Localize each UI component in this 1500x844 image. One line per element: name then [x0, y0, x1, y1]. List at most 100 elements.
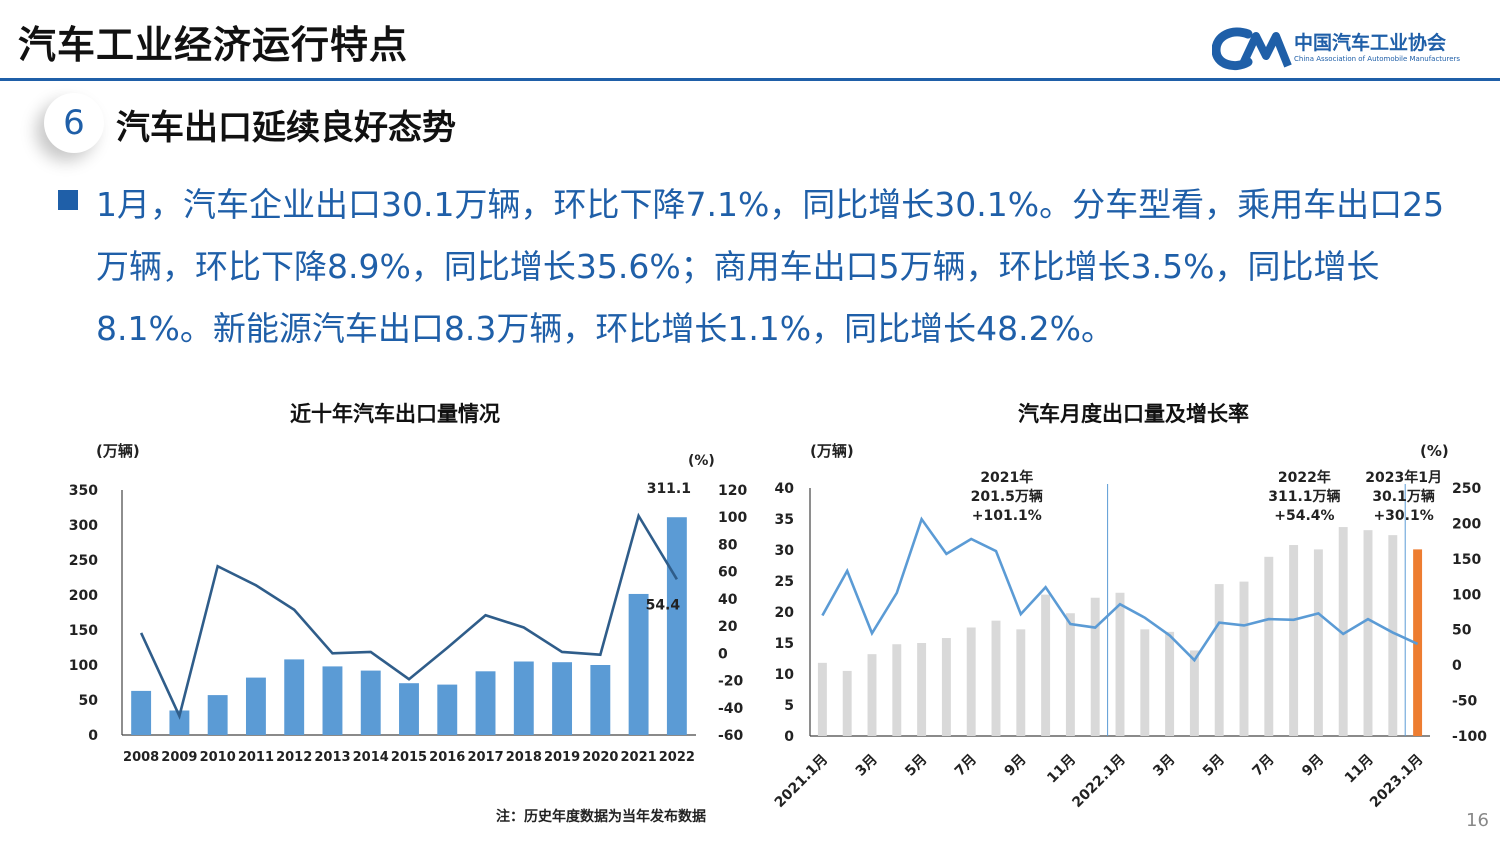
bar-annual-export: [322, 666, 343, 735]
y-tick-label-left: 50: [79, 693, 99, 709]
y-tick-label-right: 40: [718, 592, 738, 608]
y-tick-label-left: 0: [784, 729, 794, 745]
chart-title-annual: 近十年汽车出口量情况: [290, 402, 500, 426]
y-tick-label-left: 30: [775, 543, 795, 559]
bar-monthly-export: [1289, 545, 1299, 736]
y-tick-label-left: 40: [775, 481, 795, 497]
bar-annual-export: [245, 677, 266, 735]
bar-monthly-export: [917, 643, 927, 736]
bar-monthly-export: [1115, 592, 1125, 736]
bar-monthly-export: [1016, 629, 1026, 736]
x-tick-label: 3月: [853, 752, 881, 780]
y-tick-label-left: 35: [775, 512, 794, 528]
bar-annual-export: [207, 695, 228, 735]
y-tick-label-right: -20: [718, 674, 744, 690]
bar-annual-export: [131, 690, 152, 735]
y-tick-label-left: 200: [69, 588, 98, 604]
logo-chinese-name: 中国汽车工业协会: [1294, 32, 1447, 54]
x-tick-label: 2014: [353, 750, 389, 765]
y-tick-label-left: 350: [69, 483, 98, 499]
y-axis-unit-left: (万辆): [810, 442, 854, 460]
bar-annual-export: [666, 517, 687, 735]
x-tick-label: 9月: [1002, 752, 1030, 780]
bar-monthly-export: [966, 627, 976, 736]
y-tick-label-right: 150: [1452, 552, 1481, 568]
bar-monthly-export: [1363, 530, 1373, 736]
y-tick-label-right: 120: [718, 483, 747, 499]
y-tick-label-right: -100: [1452, 729, 1487, 745]
annotation-label: +54.4%: [1274, 508, 1334, 524]
bar-monthly-export: [1140, 629, 1150, 736]
bar-monthly-export: [941, 638, 951, 736]
y-tick-label-left: 100: [69, 658, 98, 674]
x-tick-label: 11月: [1044, 752, 1079, 787]
x-tick-label: 2021.1月: [772, 752, 831, 811]
bar-monthly-export: [817, 662, 827, 736]
bar-monthly-export: [991, 620, 1001, 736]
bar-monthly-export: [1090, 597, 1100, 736]
growth-rate-line: [821, 516, 1419, 663]
bar-annual-export: [169, 710, 190, 735]
y-tick-label-left: 15: [775, 636, 794, 652]
y-tick-label-right: -50: [1452, 694, 1478, 710]
bar-monthly-export: [867, 654, 877, 736]
y-tick-label-right: 20: [718, 619, 738, 635]
x-tick-label: 2018: [506, 750, 542, 765]
bar-monthly-export: [1041, 594, 1051, 736]
y-tick-label-right: -60: [718, 728, 744, 744]
annotation-label: +30.1%: [1373, 508, 1433, 524]
y-tick-label-right: 250: [1452, 481, 1481, 497]
y-tick-label-left: 20: [775, 605, 795, 621]
bar-monthly-export: [1388, 535, 1398, 736]
data-label-2022-growth: 54.4: [646, 597, 681, 613]
bar-monthly-export: [1338, 527, 1348, 736]
y-tick-label-right: 100: [1452, 587, 1481, 603]
y-tick-label-right: 80: [718, 537, 738, 553]
logo-english-name: China Association of Automobile Manufact…: [1294, 55, 1461, 63]
annotation-label: 311.1万辆: [1268, 488, 1340, 505]
x-tick-label: 5月: [1200, 752, 1228, 780]
y-tick-label-left: 250: [69, 553, 98, 569]
bar-monthly-export: [1264, 556, 1274, 736]
y-tick-label-left: 5: [784, 698, 794, 714]
y-tick-label-right: 100: [718, 510, 747, 526]
page-title: 汽车工业经济运行特点: [18, 23, 409, 67]
bar-monthly-export: [1313, 549, 1323, 736]
bar-monthly-export: [1165, 631, 1175, 736]
annotation-label: +101.1%: [972, 508, 1042, 524]
bar-annual-export: [552, 662, 573, 735]
x-tick-label: 2023.1月: [1367, 752, 1426, 811]
header-divider: [0, 78, 1500, 81]
summary-paragraph: 1月，汽车企业出口30.1万辆，环比下降7.1%，同比增长30.1%。分车型看，…: [96, 185, 1445, 348]
caam-logo: 中国汽车工业协会 China Association of Automobile…: [1211, 26, 1492, 72]
x-tick-label: 2013: [314, 750, 350, 765]
y-tick-label-right: 50: [1452, 623, 1472, 639]
bar-monthly-export: [842, 670, 852, 736]
annotation-label: 2022年: [1278, 469, 1331, 486]
data-label-2022-volume: 311.1: [647, 481, 691, 497]
y-tick-label-right: 60: [718, 565, 738, 581]
x-tick-label: 2017: [467, 750, 503, 765]
bar-annual-export: [437, 684, 458, 735]
x-tick-label: 2011: [238, 750, 274, 765]
bar-annual-export: [513, 661, 534, 735]
x-tick-label: 2022.1月: [1069, 752, 1128, 811]
growth-rate-line: [139, 512, 678, 720]
y-tick-label-right: 200: [1452, 516, 1481, 532]
bar-annual-export: [360, 670, 381, 735]
bar-annual-export: [284, 659, 305, 735]
annotation-label: 2023年1月: [1365, 469, 1442, 486]
bar-monthly-export: [1065, 613, 1075, 736]
x-tick-label: 2020: [582, 750, 618, 765]
x-tick-label: 2019: [544, 750, 580, 765]
annual-export-chart: (万辆) (%) 0 50 100 150 200 250 300 350 -60 -40 -20 0 20…: [69, 442, 748, 765]
footnote: 注：历史年度数据为当年发布数据: [496, 809, 706, 825]
annotation-label: 30.1万辆: [1372, 488, 1435, 505]
y-tick-label-left: 25: [775, 574, 794, 590]
bar-annual-export: [628, 593, 649, 735]
x-tick-label: 5月: [902, 752, 930, 780]
y-tick-label-left: 10: [775, 667, 795, 683]
x-tick-label: 2015: [391, 750, 427, 765]
y-tick-label-right: 0: [1452, 658, 1462, 674]
x-tick-label: 3月: [1150, 752, 1178, 780]
